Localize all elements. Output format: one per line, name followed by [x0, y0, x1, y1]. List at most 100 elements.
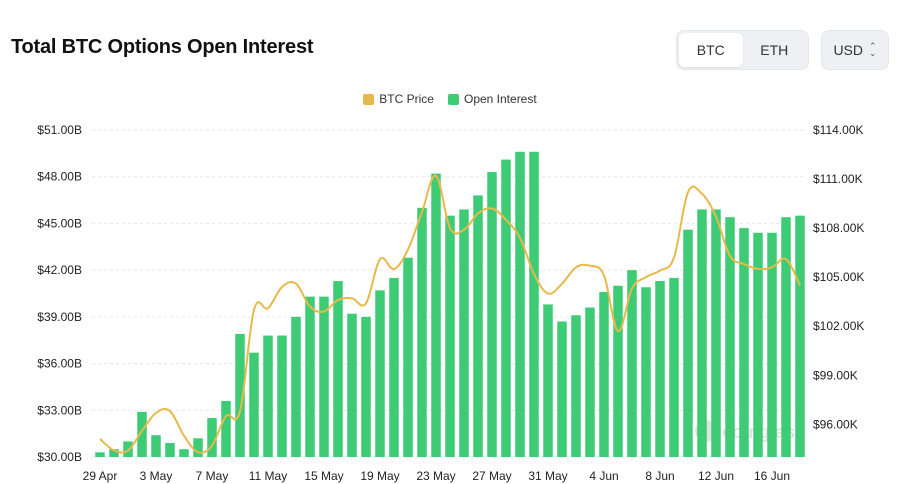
oi-bar [669, 277, 679, 457]
oi-bar [123, 441, 133, 457]
oi-bar [347, 313, 357, 457]
btc-price-line [99, 174, 801, 454]
currency-select-value: USD [833, 42, 863, 58]
oi-bar [95, 452, 105, 457]
page-title: Total BTC Options Open Interest [11, 36, 314, 58]
oi-bar [557, 321, 567, 457]
chevron-up-icon: ⌃ [869, 41, 877, 51]
x-tick-label: 12 Jun [698, 469, 734, 483]
oi-bar [655, 281, 665, 457]
y-right-tick-label: $99.00K [813, 368, 858, 382]
oi-bar [487, 172, 497, 458]
y-left-tick-label: $48.00B [37, 170, 82, 184]
oi-bar [403, 257, 413, 457]
x-tick-label: 19 May [360, 469, 399, 483]
oi-bar [179, 449, 189, 457]
oi-bar [599, 291, 609, 457]
eth-tab-button[interactable]: ETH [760, 42, 789, 58]
oi-bar [389, 277, 399, 457]
oi-bar [515, 151, 525, 458]
oi-bar [193, 438, 203, 457]
y-right-tick-label: $111.00K [813, 172, 863, 186]
oi-bar [613, 285, 623, 457]
oi-bar [151, 435, 161, 457]
oi-bar [221, 400, 231, 457]
btc-tab-button[interactable]: BTC [679, 33, 743, 67]
y-left-tick-label: $33.00B [37, 403, 82, 417]
legend-item-btc-price[interactable]: BTC Price [363, 92, 434, 106]
y-right-tick-label: $105.00K [813, 270, 864, 284]
asset-toggle: BTC ETH [676, 30, 809, 70]
oi-bar [501, 159, 511, 458]
oi-bar [473, 195, 483, 457]
chart-legend: BTC Price Open Interest [0, 92, 900, 106]
x-tick-label: 11 May [249, 469, 287, 483]
oi-bar [375, 290, 385, 457]
x-tick-label: 31 May [528, 469, 567, 483]
y-left-tick-label: $39.00B [37, 310, 82, 324]
y-left-tick-label: $30.00B [37, 450, 82, 464]
x-tick-label: 8 Jun [645, 469, 674, 483]
y-right-tick-label: $114.00K [813, 123, 864, 137]
oi-bar [753, 232, 763, 457]
legend-label-open-interest: Open Interest [463, 92, 537, 106]
y-left-tick-label: $36.00B [37, 357, 82, 371]
oi-bar [725, 217, 735, 457]
oi-bar [697, 209, 707, 457]
oi-bar [361, 316, 371, 457]
oi-bar [249, 352, 259, 457]
chevron-up-down-icon: ⌃ ⌄ [869, 41, 877, 58]
oi-bar [529, 151, 539, 458]
oi-bar [263, 335, 273, 457]
oi-bar [137, 411, 147, 457]
x-tick-label: 15 May [304, 469, 343, 483]
oi-bar [109, 449, 119, 457]
legend-label-btc-price: BTC Price [379, 92, 434, 106]
oi-bar [641, 287, 651, 457]
oi-bar [165, 442, 175, 457]
legend-swatch-btc-price [363, 93, 375, 105]
currency-select[interactable]: USD ⌃ ⌄ [821, 30, 889, 70]
oi-bar [445, 215, 455, 457]
oi-bar [305, 296, 315, 457]
oi-bar [319, 296, 329, 457]
y-left-tick-label: $42.00B [37, 263, 82, 277]
oi-bar [235, 333, 245, 457]
oi-bar [571, 315, 581, 457]
oi-bar [781, 217, 791, 457]
axis-layer: $30.00B $33.00B $36.00B $39.00B $42.00B $45.0… [37, 123, 864, 483]
oi-bar [711, 209, 721, 457]
oi-bar [627, 270, 637, 457]
x-tick-label: 4 Jun [589, 469, 618, 483]
oi-bar [459, 209, 469, 457]
y-right-tick-label: $108.00K [813, 221, 864, 235]
y-left-tick-label: $51.00B [37, 123, 82, 137]
oi-bar [795, 215, 805, 457]
line-layer [99, 174, 801, 454]
oi-bar [333, 281, 343, 457]
oi-bar [431, 173, 441, 457]
bar-layer [95, 151, 805, 458]
x-tick-label: 27 May [472, 469, 511, 483]
oi-bar [277, 335, 287, 457]
oi-bar [739, 228, 749, 457]
oi-bar [291, 316, 301, 457]
chevron-down-icon: ⌄ [869, 48, 877, 58]
legend-swatch-open-interest [447, 93, 459, 105]
oi-bar [207, 418, 217, 457]
x-tick-label: 23 May [416, 469, 455, 483]
y-left-tick-label: $45.00B [37, 216, 82, 230]
oi-bar [543, 304, 553, 457]
y-right-tick-label: $96.00K [813, 417, 858, 431]
x-tick-label: 16 Jun [754, 469, 790, 483]
x-tick-label: 29 Apr [83, 469, 118, 483]
oi-bar [767, 232, 777, 457]
oi-bar [683, 229, 693, 457]
oi-bar [585, 307, 595, 457]
x-tick-label: 7 May [196, 469, 229, 483]
y-right-tick-label: $102.00K [813, 319, 864, 333]
oi-bar [417, 207, 427, 457]
legend-item-open-interest[interactable]: Open Interest [447, 92, 537, 106]
x-tick-label: 3 May [140, 469, 173, 483]
